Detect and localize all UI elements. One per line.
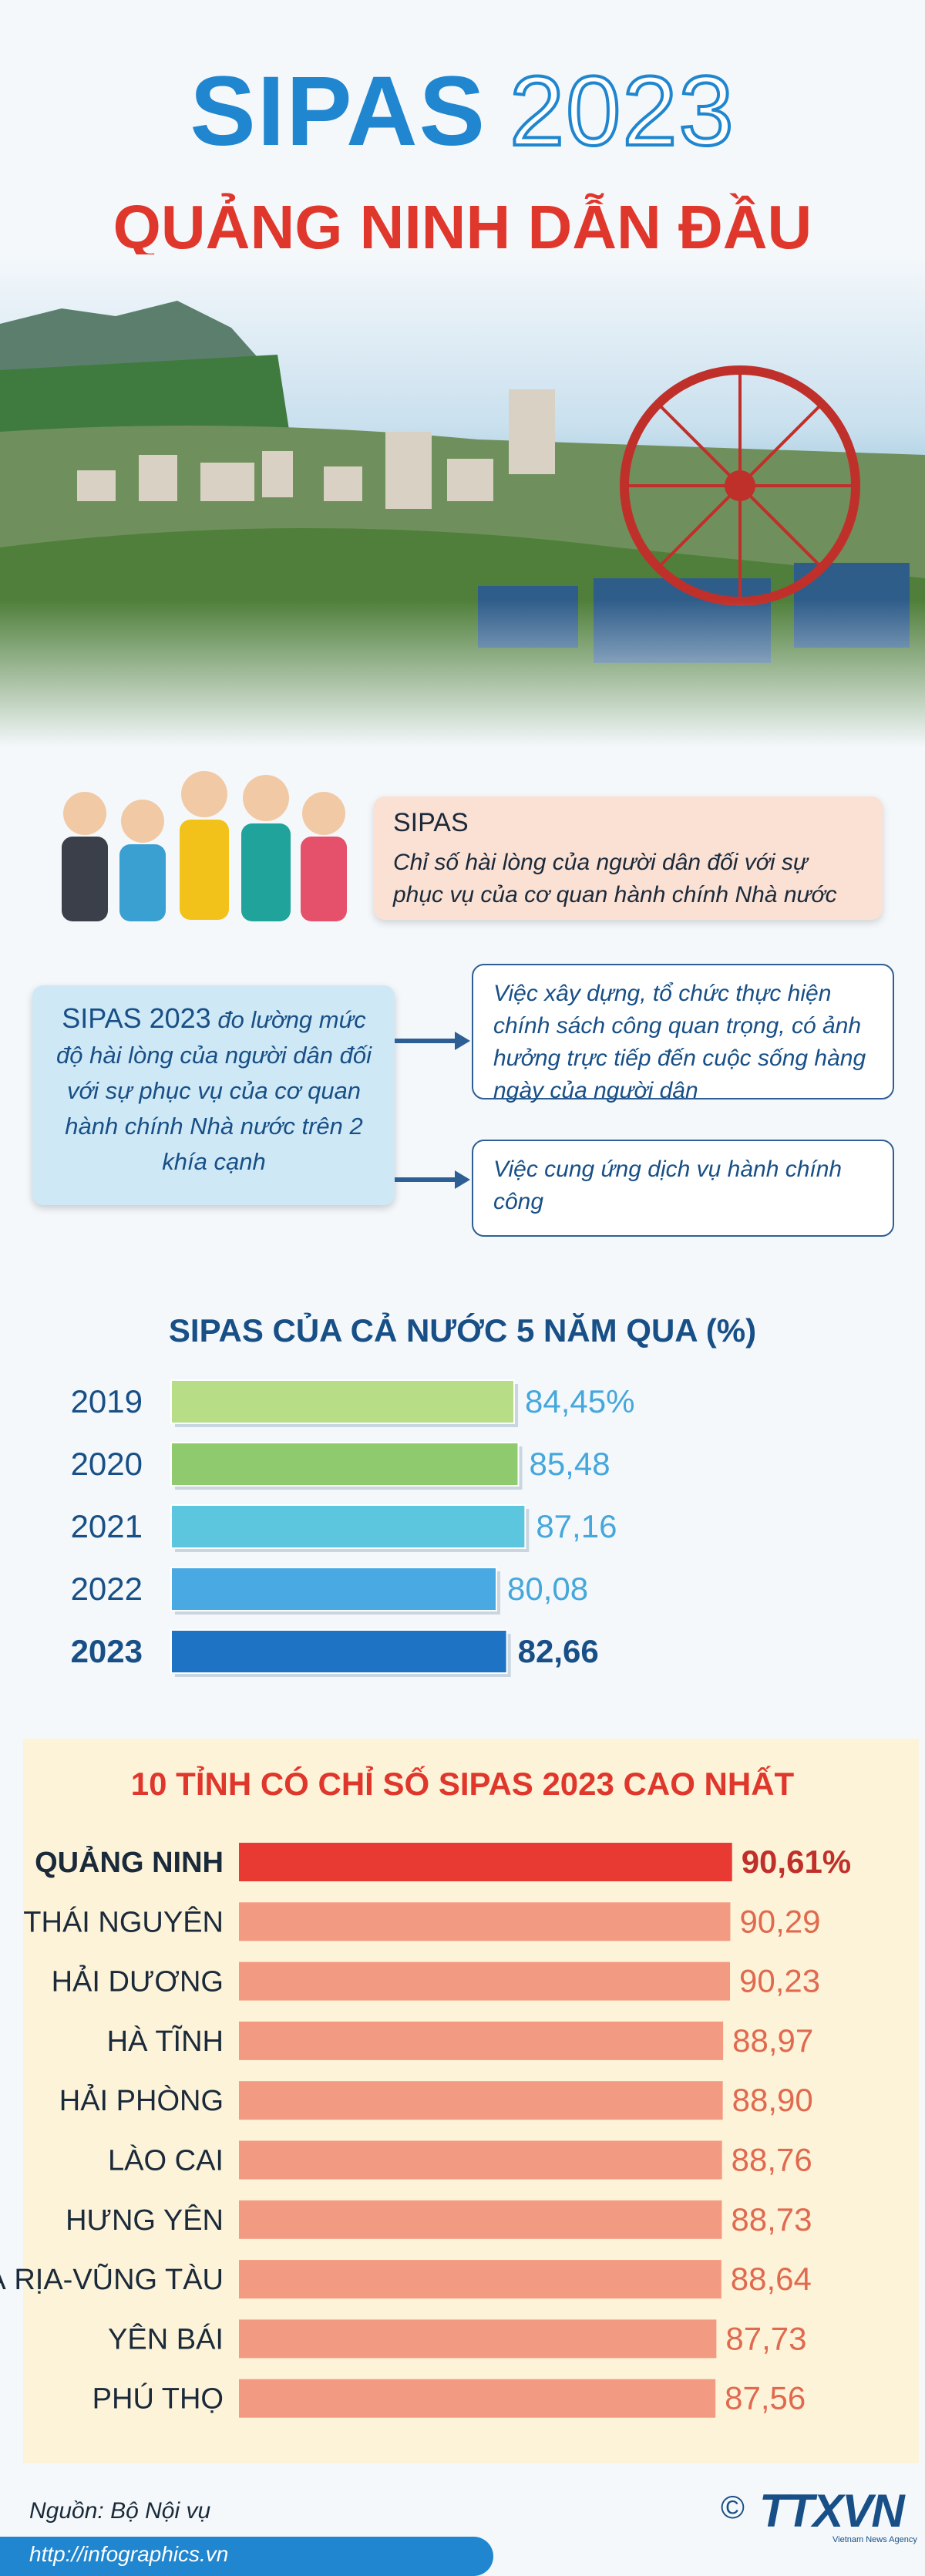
measure-description: đo lường mức độ hài lòng của người dân đ… [56, 1006, 372, 1175]
national-chart: 2019 84,45% 2020 85,48 2021 87,16 2022 80,08 202… [71, 1379, 635, 1677]
measure-lead: SIPAS 2023 [62, 1002, 211, 1034]
value-label: 87,73 [725, 2320, 806, 2356]
province-label: HƯNG YÊN [66, 2204, 224, 2237]
province-label: LÀO CAI [108, 2144, 224, 2177]
bar [239, 2021, 724, 2060]
bar [239, 2081, 723, 2120]
bar [239, 2140, 722, 2180]
year-label: 2021 [71, 1508, 143, 1544]
year-label: 2020 [71, 1446, 143, 1482]
bar [170, 1567, 498, 1611]
bar [239, 1961, 731, 2001]
bar [239, 2319, 717, 2359]
value-label: 90,61% [742, 1844, 851, 1880]
value-label: 87,56 [725, 2380, 806, 2416]
value-label: 87,16 [536, 1508, 617, 1544]
year-label: 2022 [71, 1571, 143, 1607]
arrow-connectors [395, 1032, 470, 1189]
province-label: HÀ TĨNH [107, 2025, 224, 2058]
site-url-link[interactable]: http://infographics.vn [29, 2542, 229, 2566]
national-chart-title: SIPAS CỦA CẢ NƯỚC 5 NĂM QUA (%) [168, 1312, 757, 1349]
bar [239, 2379, 716, 2418]
measure-text: SIPAS 2023 đo lường mức độ hài lòng của … [46, 1001, 382, 1180]
measure-card [32, 985, 395, 1205]
value-label: 88,76 [732, 2142, 812, 2178]
city-photo [0, 254, 925, 748]
bar [170, 1629, 508, 1674]
province-label: QUẢNG NINH [35, 1845, 224, 1879]
province-label: BÀ RỊA-VŨNG TÀU [0, 2262, 224, 2296]
site-bar [0, 2537, 493, 2576]
aspect-card-1 [472, 964, 894, 1099]
definition-card [374, 796, 883, 920]
province-label: THÁI NGUYÊN [23, 1905, 224, 1938]
value-label: 88,90 [732, 2082, 813, 2118]
value-label: 90,29 [739, 1903, 820, 1939]
bar [239, 2200, 722, 2239]
title-year: 2023 [508, 55, 735, 168]
arrow-right-icon [395, 1170, 470, 1189]
logo-subtitle: Vietnam News Agency [832, 2535, 917, 2544]
bar [170, 1379, 516, 1424]
value-label: 84,45% [525, 1383, 634, 1419]
aspect-text-2: Việc cung ứng dịch vụ hành chính công [493, 1157, 843, 1214]
province-chart: QUẢNG NINH 90,61% THÁI NGUYÊN 90,29 HẢI DƯƠN… [0, 1843, 851, 2418]
year-label: 2023 [71, 1633, 143, 1669]
bar [239, 2260, 722, 2299]
arrow-right-icon [395, 1032, 470, 1050]
bar [239, 1843, 732, 1881]
province-label: PHÚ THỌ [92, 2382, 224, 2416]
value-label: 85,48 [529, 1446, 610, 1482]
aspect-text-1: Việc xây dựng, tổ chức thực hiện chính s… [493, 981, 866, 1103]
people-illustration [62, 771, 347, 921]
title-sipas: SIPAS [190, 56, 486, 167]
ttxvn-logo: TTXVN [759, 2485, 905, 2537]
value-label: 88,73 [731, 2201, 812, 2238]
source-note: Nguồn: Bộ Nội vụ [29, 2498, 211, 2524]
bar [170, 1442, 520, 1487]
definition-title: SIPAS [393, 808, 469, 837]
definition-text: Chỉ số hài lòng của người dân đối với sự… [393, 850, 837, 907]
bar [239, 1902, 731, 1941]
page-title: SIPAS 2023 [0, 54, 925, 170]
value-label: 88,64 [731, 2261, 812, 2297]
copyright-icon: © [721, 2489, 745, 2525]
value-label: 88,97 [732, 2022, 813, 2059]
value-label: 80,08 [507, 1571, 588, 1607]
province-chart-title: 10 TỈNH CÓ CHỈ SỐ SIPAS 2023 CAO NHẤT [130, 1766, 795, 1802]
province-label: HẢI PHÒNG [59, 2083, 224, 2117]
bar [170, 1504, 526, 1549]
province-label: YÊN BÁI [108, 2322, 224, 2355]
province-label: HẢI DƯƠNG [52, 1965, 224, 1999]
value-label: 90,23 [739, 1963, 820, 1999]
page-subtitle: QUẢNG NINH DẪN ĐẦU [113, 193, 812, 261]
year-label: 2019 [71, 1383, 143, 1419]
aspect-card-2 [472, 1140, 894, 1237]
value-label: 82,66 [518, 1633, 599, 1669]
